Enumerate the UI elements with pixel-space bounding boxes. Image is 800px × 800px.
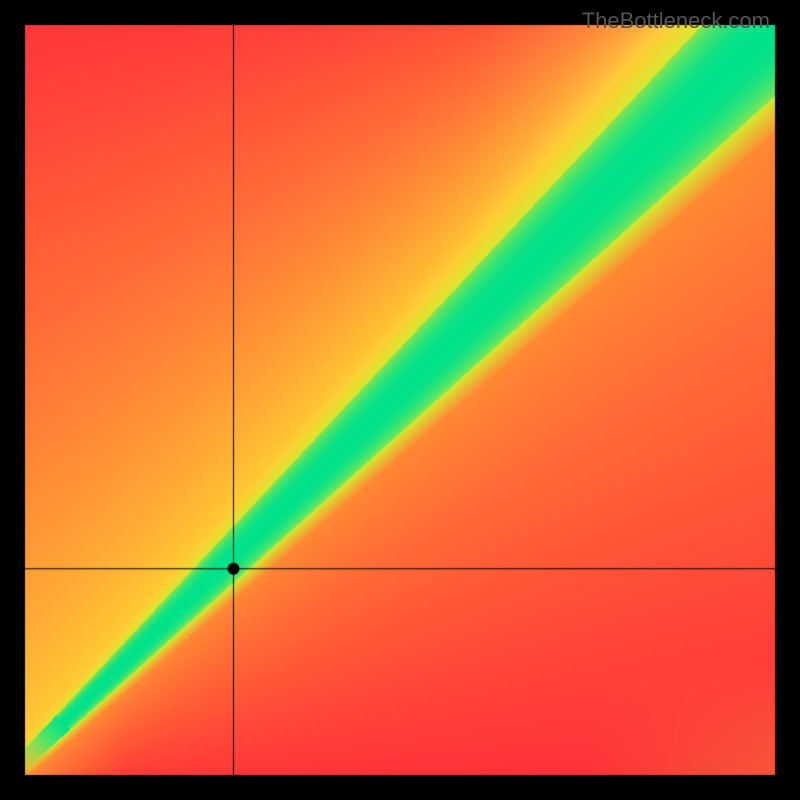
watermark-text: TheBottleneck.com — [582, 8, 770, 34]
heatmap-canvas — [0, 0, 800, 800]
chart-container: TheBottleneck.com — [0, 0, 800, 800]
